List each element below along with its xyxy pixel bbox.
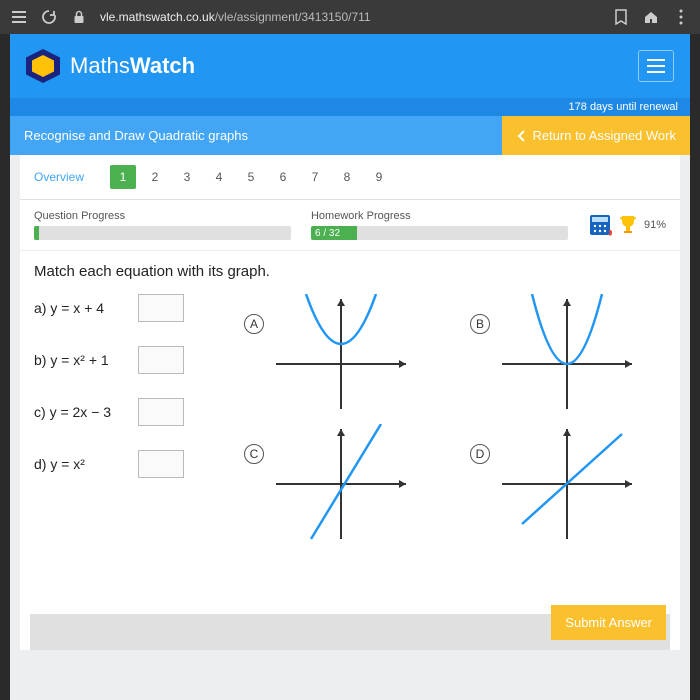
score-pct: 91% xyxy=(644,219,666,231)
calculator-icon[interactable]: ✖ xyxy=(588,213,612,237)
answer-row-a: a) y = x + 4 xyxy=(34,294,234,322)
lock-icon xyxy=(70,8,88,26)
app-wrap: MathsWatch 178 days until renewal Recogn… xyxy=(10,34,690,700)
content-panel: Overview 1 2 3 4 5 6 7 8 9 Question Prog… xyxy=(20,155,680,650)
tab-4[interactable]: 4 xyxy=(206,165,232,189)
menu-icon[interactable] xyxy=(10,8,28,26)
question-progress-label: Question Progress xyxy=(34,210,291,222)
url-domain: vle.mathswatch.co.uk xyxy=(100,10,215,24)
app-header: MathsWatch xyxy=(10,34,690,98)
url-bar[interactable]: vle.mathswatch.co.uk/vle/assignment/3413… xyxy=(100,10,600,24)
answer-input-b[interactable] xyxy=(138,346,184,374)
tab-1[interactable]: 1 xyxy=(110,165,136,189)
homework-progress: Homework Progress 6 / 32 xyxy=(311,210,568,240)
graph-label-b: B xyxy=(470,314,490,334)
brand-text: MathsWatch xyxy=(70,53,195,79)
bookmark-icon[interactable] xyxy=(612,8,630,26)
answer-row-d: d) y = x² xyxy=(34,450,234,478)
eq-c: c) y = 2x − 3 xyxy=(34,404,124,420)
graph-label-c: C xyxy=(244,444,264,464)
reload-icon[interactable] xyxy=(40,8,58,26)
graphs-grid: A B xyxy=(244,294,666,544)
homework-progress-fill: 6 / 32 xyxy=(311,226,357,240)
eq-a: a) y = x + 4 xyxy=(34,300,124,316)
renewal-banner: 178 days until renewal xyxy=(10,98,690,116)
answer-row-b: b) y = x² + 1 xyxy=(34,346,234,374)
arrow-left-icon xyxy=(516,130,528,142)
page-title: Recognise and Draw Quadratic graphs xyxy=(10,116,502,155)
brand: MathsWatch xyxy=(26,49,195,83)
question-area: Match each equation with its graph. a) y… xyxy=(20,251,680,614)
url-path: /vle/assignment/3413150/711 xyxy=(215,10,371,24)
home-icon[interactable] xyxy=(642,8,660,26)
graph-d: D xyxy=(470,424,666,544)
answer-input-a[interactable] xyxy=(138,294,184,322)
logo-icon xyxy=(26,49,60,83)
answer-row-c: c) y = 2x − 3 xyxy=(34,398,234,426)
graph-b: B xyxy=(470,294,666,414)
browser-bar: vle.mathswatch.co.uk/vle/assignment/3413… xyxy=(0,0,700,34)
question-progress-bar xyxy=(34,226,291,240)
homework-progress-label: Homework Progress xyxy=(311,210,568,222)
tab-8[interactable]: 8 xyxy=(334,165,360,189)
hamburger-icon xyxy=(646,59,666,73)
brand-name2: Watch xyxy=(130,53,195,78)
tab-5[interactable]: 5 xyxy=(238,165,264,189)
tab-9[interactable]: 9 xyxy=(366,165,392,189)
graph-label-a: A xyxy=(244,314,264,334)
answer-list: a) y = x + 4 b) y = x² + 1 c) y = 2x − 3… xyxy=(34,294,234,544)
question-tabs: Overview 1 2 3 4 5 6 7 8 9 xyxy=(20,155,680,200)
app-menu-button[interactable] xyxy=(638,50,674,82)
answer-input-c[interactable] xyxy=(138,398,184,426)
return-button[interactable]: Return to Assigned Work xyxy=(502,116,690,155)
trophy-zone: ✖ 91% xyxy=(588,213,666,237)
answer-input-d[interactable] xyxy=(138,450,184,478)
tab-6[interactable]: 6 xyxy=(270,165,296,189)
brand-name1: Maths xyxy=(70,53,130,78)
progress-row: Question Progress Homework Progress 6 / … xyxy=(20,200,680,251)
svg-text:✖: ✖ xyxy=(608,228,612,237)
tab-7[interactable]: 7 xyxy=(302,165,328,189)
graph-label-d: D xyxy=(470,444,490,464)
tab-overview[interactable]: Overview xyxy=(34,170,84,184)
question-text: Match each equation with its graph. xyxy=(34,263,666,280)
more-icon[interactable] xyxy=(672,8,690,26)
tab-2[interactable]: 2 xyxy=(142,165,168,189)
trophy-icon[interactable] xyxy=(616,213,640,237)
homework-progress-bar: 6 / 32 xyxy=(311,226,568,240)
question-progress-fill xyxy=(34,226,39,240)
submit-button[interactable]: Submit Answer xyxy=(551,605,666,640)
eq-b: b) y = x² + 1 xyxy=(34,352,124,368)
graph-c: C xyxy=(244,424,440,544)
title-row: Recognise and Draw Quadratic graphs Retu… xyxy=(10,116,690,155)
return-label: Return to Assigned Work xyxy=(532,128,676,143)
question-progress: Question Progress xyxy=(34,210,291,240)
tab-3[interactable]: 3 xyxy=(174,165,200,189)
eq-d: d) y = x² xyxy=(34,456,124,472)
graph-a: A xyxy=(244,294,440,414)
